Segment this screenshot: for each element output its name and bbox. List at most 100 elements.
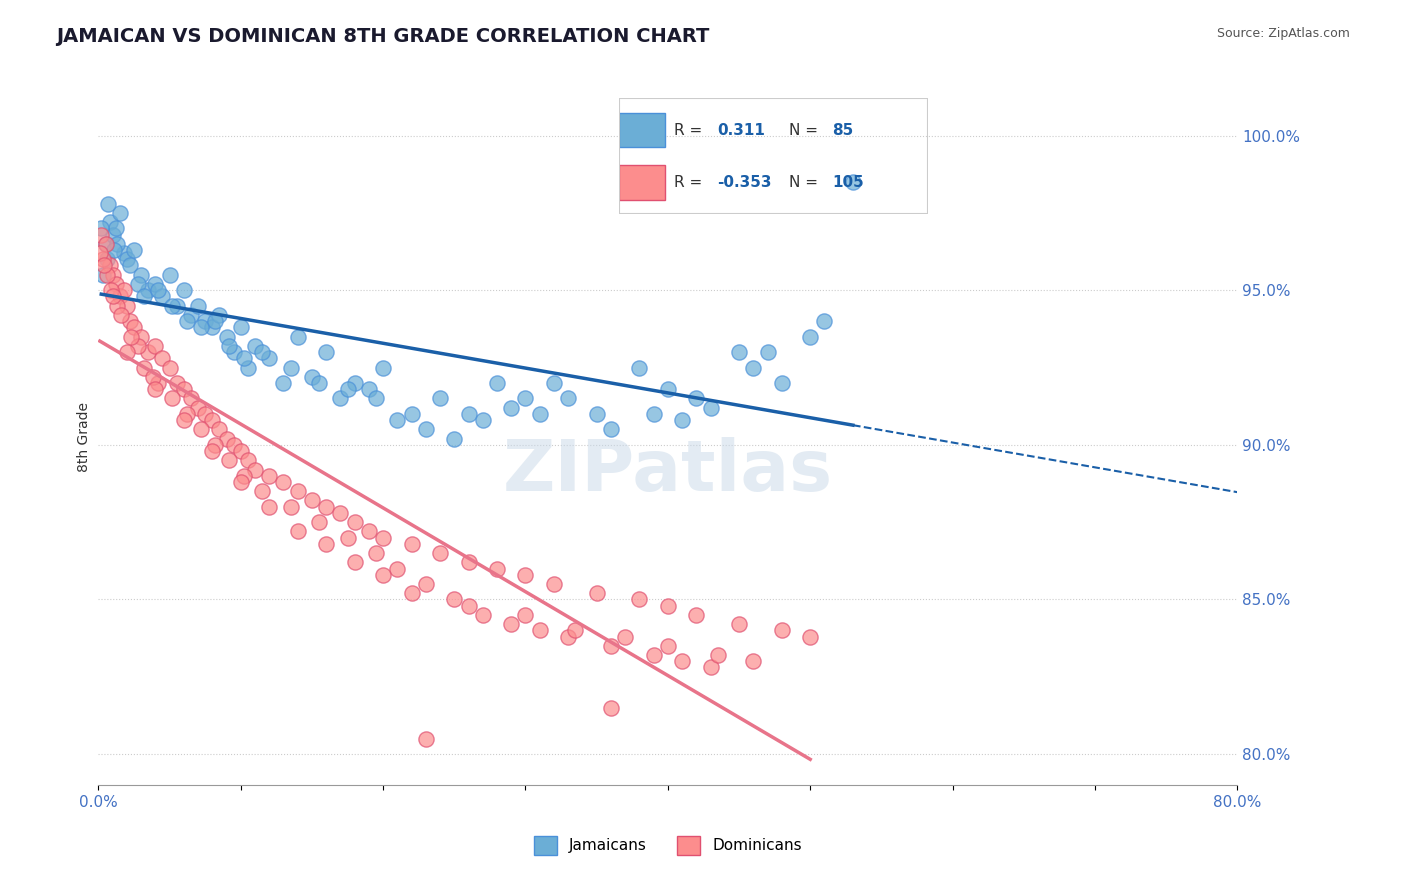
Jamaicans (101, 227, 124, 242)
Jamaicans (336, 382, 359, 396)
Jamaicans (457, 407, 479, 421)
Jamaicans (194, 314, 217, 328)
Dominicans (187, 401, 209, 415)
Dominicans (98, 259, 121, 273)
Dominicans (643, 648, 665, 662)
Dominicans (145, 339, 167, 353)
Dominicans (273, 475, 295, 489)
Jamaicans (501, 401, 523, 415)
Jamaicans (728, 345, 751, 359)
Dominicans (628, 592, 651, 607)
Dominicans (364, 546, 387, 560)
Jamaicans (208, 308, 231, 322)
Dominicans (194, 407, 217, 421)
Dominicans (120, 329, 142, 343)
Dominicans (93, 259, 115, 273)
Dominicans (415, 577, 437, 591)
Dominicans (110, 308, 132, 322)
Jamaicans (443, 432, 465, 446)
Dominicans (387, 561, 409, 575)
Dominicans (315, 537, 337, 551)
Dominicans (162, 392, 184, 406)
Dominicans (180, 392, 202, 406)
Jamaicans (301, 369, 323, 384)
Dominicans (105, 299, 128, 313)
Dominicans (190, 422, 212, 436)
Jamaicans (699, 401, 721, 415)
Jamaicans (201, 320, 224, 334)
Dominicans (218, 453, 240, 467)
Text: 0.311: 0.311 (717, 122, 765, 137)
Jamaicans (166, 299, 188, 313)
Jamaicans (671, 413, 693, 427)
Dominicans (699, 660, 721, 674)
Dominicans (557, 630, 579, 644)
Dominicans (457, 599, 479, 613)
Dominicans (127, 339, 149, 353)
Jamaicans (813, 314, 835, 328)
Jamaicans (329, 392, 352, 406)
Dominicans (343, 515, 366, 529)
Dominicans (657, 599, 679, 613)
Dominicans (101, 289, 124, 303)
Dominicans (222, 438, 245, 452)
Dominicans (429, 546, 451, 560)
Jamaicans (152, 289, 174, 303)
Dominicans (229, 444, 252, 458)
Jamaicans (685, 392, 707, 406)
Jamaicans (770, 376, 793, 390)
Dominicans (529, 624, 551, 638)
Jamaicans (236, 360, 259, 375)
Legend: Jamaicans, Dominicans: Jamaicans, Dominicans (527, 830, 808, 861)
Jamaicans (96, 252, 118, 267)
Jamaicans (259, 351, 281, 366)
Jamaicans (229, 320, 252, 334)
Dominicans (201, 444, 224, 458)
Dominicans (357, 524, 380, 539)
Dominicans (600, 639, 623, 653)
Text: ZIPatlas: ZIPatlas (503, 437, 832, 507)
Dominicans (243, 462, 266, 476)
Dominicans (657, 639, 679, 653)
Jamaicans (842, 175, 865, 189)
Dominicans (308, 515, 330, 529)
Dominicans (471, 607, 494, 622)
Jamaicans (315, 345, 337, 359)
Jamaicans (136, 283, 159, 297)
Dominicans (118, 314, 141, 328)
Dominicans (145, 382, 167, 396)
Dominicans (401, 586, 423, 600)
Dominicans (259, 468, 281, 483)
Dominicans (112, 283, 135, 297)
Dominicans (600, 700, 623, 714)
Dominicans (100, 283, 122, 297)
Dominicans (232, 468, 254, 483)
Dominicans (685, 607, 707, 622)
Dominicans (515, 607, 537, 622)
Jamaicans (118, 259, 141, 273)
Jamaicans (94, 236, 117, 251)
Dominicans (122, 320, 145, 334)
Jamaicans (122, 243, 145, 257)
Dominicans (90, 227, 112, 242)
Jamaicans (657, 382, 679, 396)
Dominicans (287, 484, 309, 499)
Jamaicans (112, 246, 135, 260)
Text: -0.353: -0.353 (717, 175, 772, 190)
Dominicans (89, 246, 111, 260)
Dominicans (236, 453, 259, 467)
Dominicans (585, 586, 607, 600)
Jamaicans (91, 268, 114, 282)
Dominicans (176, 407, 198, 421)
Jamaicans (250, 345, 273, 359)
Jamaicans (173, 283, 195, 297)
Dominicans (159, 360, 181, 375)
Dominicans (329, 506, 352, 520)
Jamaicans (190, 320, 212, 334)
Jamaicans (529, 407, 551, 421)
Text: N =: N = (789, 175, 823, 190)
Dominicans (115, 299, 138, 313)
Dominicans (173, 413, 195, 427)
Dominicans (132, 360, 155, 375)
Jamaicans (280, 360, 302, 375)
